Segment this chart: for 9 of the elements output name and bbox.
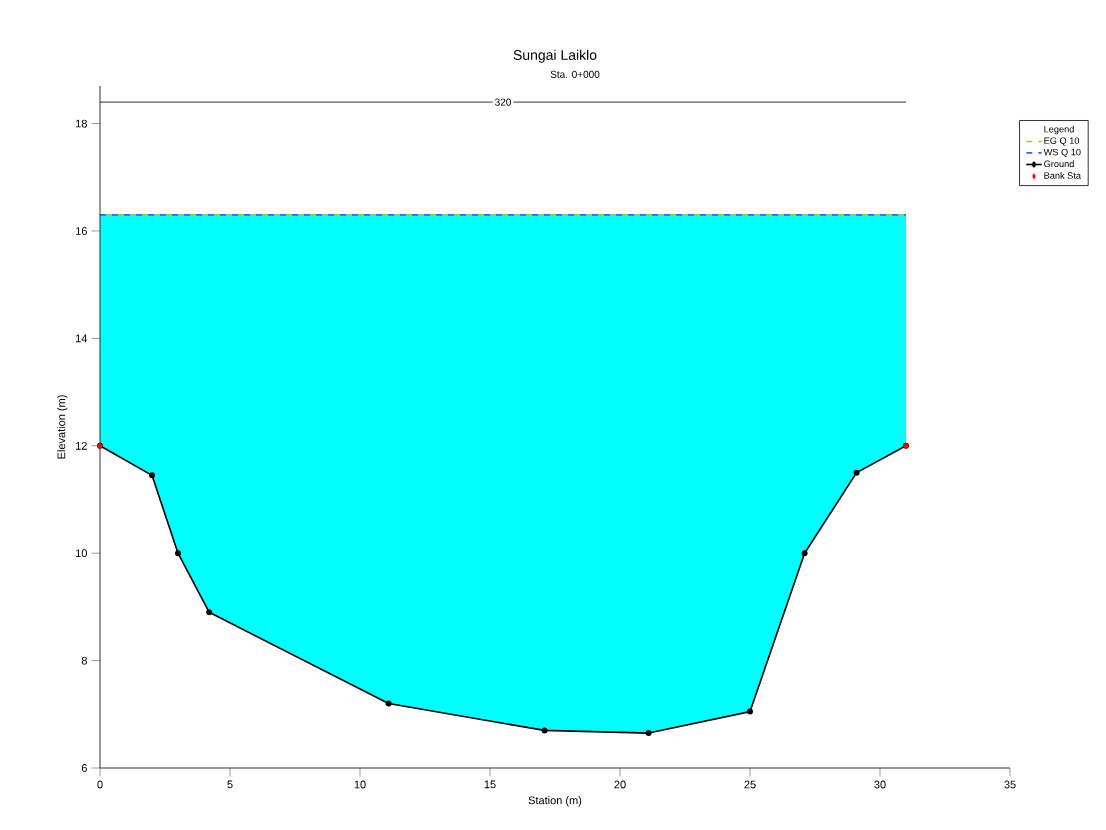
point [385, 700, 392, 707]
point [175, 550, 181, 557]
point [801, 550, 808, 557]
point [206, 609, 213, 616]
point [747, 708, 753, 715]
point [541, 727, 548, 734]
point [149, 472, 156, 479]
point [645, 730, 652, 737]
point [853, 469, 860, 476]
